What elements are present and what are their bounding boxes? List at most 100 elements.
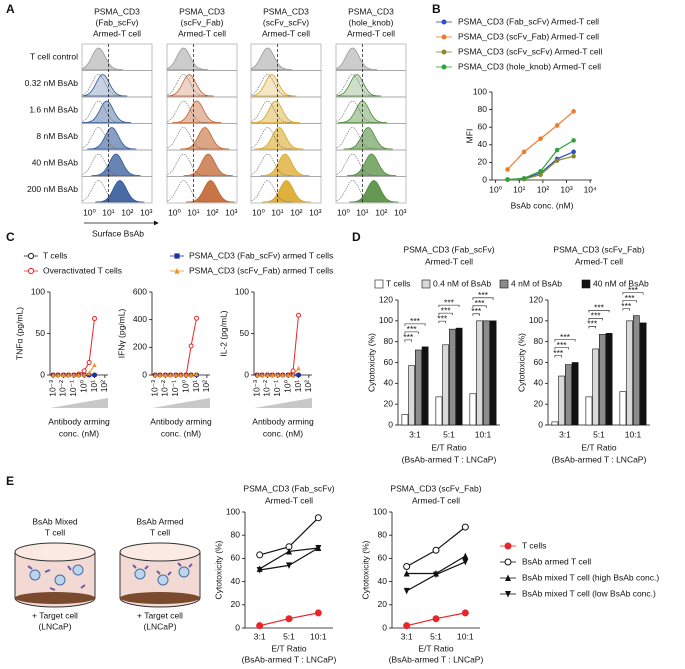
cartoon-label: BsAb Mixed (32, 516, 78, 526)
x-axis-label: conc. (nM) (59, 428, 99, 438)
bar (442, 344, 449, 426)
row-label: T cell control (30, 52, 78, 62)
y-tick-label: 200 (133, 342, 147, 352)
marker (71, 372, 76, 377)
row-label: 200 nM BsAb (27, 184, 78, 194)
column-title: Armed-T cell (93, 28, 141, 38)
significance-label: *** (410, 316, 421, 326)
legend-swatch (581, 279, 591, 289)
x-axis-label: Antibody arming (150, 416, 212, 426)
bar (619, 391, 627, 426)
control-outline (82, 180, 124, 203)
y-axis-label: MFI (464, 129, 474, 144)
legend-label: BsAb mixed T cell (low BsAb conc.) (522, 588, 656, 598)
x-tick-label: 10³ (560, 184, 572, 194)
x-axis-label: Antibody arming (252, 416, 314, 426)
significance-bracket (554, 347, 569, 350)
bar (469, 393, 477, 426)
marker (168, 372, 173, 377)
y-tick-label: 0 (142, 369, 147, 379)
x-axis-label: BsAb conc. (nM) (511, 200, 574, 210)
bar (585, 396, 593, 426)
y-tick-label: 60 (384, 357, 394, 367)
histogram (343, 127, 393, 150)
y-axis-label: Cytotoxicity (%) (360, 540, 370, 599)
x-tick-label: 10⁻³ (251, 380, 261, 397)
marker (270, 372, 275, 377)
bar (558, 375, 565, 426)
control-outline (336, 127, 378, 150)
x-axis-label: (BsAb-armed T : LNCaP) (552, 454, 647, 464)
control-outline (336, 153, 378, 176)
arming-wedge (50, 398, 108, 408)
column-title: (Fab_scFv) (96, 17, 139, 27)
control-outline (167, 74, 209, 97)
x-tick-label: 10³ (140, 207, 152, 217)
control-outline (82, 127, 124, 150)
histogram (185, 180, 236, 203)
bar (401, 414, 409, 426)
y-tick-label: 40 (534, 378, 544, 388)
significance-label: *** (628, 285, 639, 295)
marker (81, 368, 87, 374)
significance-label: *** (594, 303, 605, 313)
marker (285, 615, 293, 623)
control-outline (82, 100, 124, 123)
histogram (260, 153, 310, 176)
significance-bracket (404, 339, 412, 342)
legend-swatch (499, 279, 509, 289)
chart-title: PSMA_CD3 (Fab_scFv) (243, 483, 334, 493)
y-tick-label: 0 (40, 369, 45, 379)
histogram (82, 74, 128, 97)
row-label: 40 nM BsAb (32, 158, 79, 168)
significance-label: *** (444, 297, 455, 307)
x-tick-label: 3:1 (559, 429, 571, 439)
legend-marker (441, 34, 447, 40)
row-label: 1.6 nM BsAb (29, 105, 78, 115)
row-frame (250, 176, 322, 204)
marker (521, 149, 527, 155)
significance-bracket (404, 323, 426, 326)
bar (415, 349, 422, 426)
bar (408, 365, 415, 426)
significance-bracket (622, 308, 630, 311)
column-title: Armed-T cell (262, 28, 310, 38)
bar (476, 320, 483, 426)
marker (61, 372, 66, 377)
histogram (251, 47, 293, 70)
x-tick-label: 10¹ (356, 207, 368, 217)
bar (435, 396, 443, 426)
x-tick-label: 10⁰ (337, 207, 350, 217)
control-outline (82, 153, 124, 176)
marker (571, 138, 576, 143)
x-tick-label: 5:1 (430, 631, 442, 641)
bar (599, 334, 606, 426)
bar (565, 364, 572, 426)
chart-title: PSMA_CD3 (scFv_Fab) (390, 483, 481, 493)
y-axis-label: IFNγ (pg/mL) (116, 309, 126, 359)
y-tick-label: 100 (529, 315, 543, 325)
marker (194, 315, 200, 321)
marker (296, 312, 302, 318)
legend-marker (441, 64, 447, 70)
marker (291, 372, 296, 377)
x-axis-label: Antibody arming (48, 416, 110, 426)
x-axis-label: (BsAb-armed T : LNCaP) (242, 654, 337, 664)
legend-label: PSMA_CD3 (Fab_scFv) armed T cells (189, 250, 333, 260)
legend-marker (174, 267, 180, 274)
marker (433, 571, 439, 579)
legend-label: PSMA_CD3 (scFv_Fab) Armed-T cell (458, 31, 599, 41)
y-tick-label: 80 (378, 529, 388, 539)
significance-label: *** (560, 332, 571, 342)
chart-title: Armed-T cell (412, 495, 460, 505)
control-outline (167, 100, 209, 123)
bar (449, 328, 456, 426)
marker (571, 109, 576, 114)
marker (92, 316, 98, 322)
y-tick-label: 40 (378, 576, 388, 586)
cartoon-label: T cell (150, 527, 170, 537)
x-tick-label: 10⁻³ (47, 380, 57, 397)
histogram (251, 74, 297, 97)
marker (403, 622, 411, 630)
